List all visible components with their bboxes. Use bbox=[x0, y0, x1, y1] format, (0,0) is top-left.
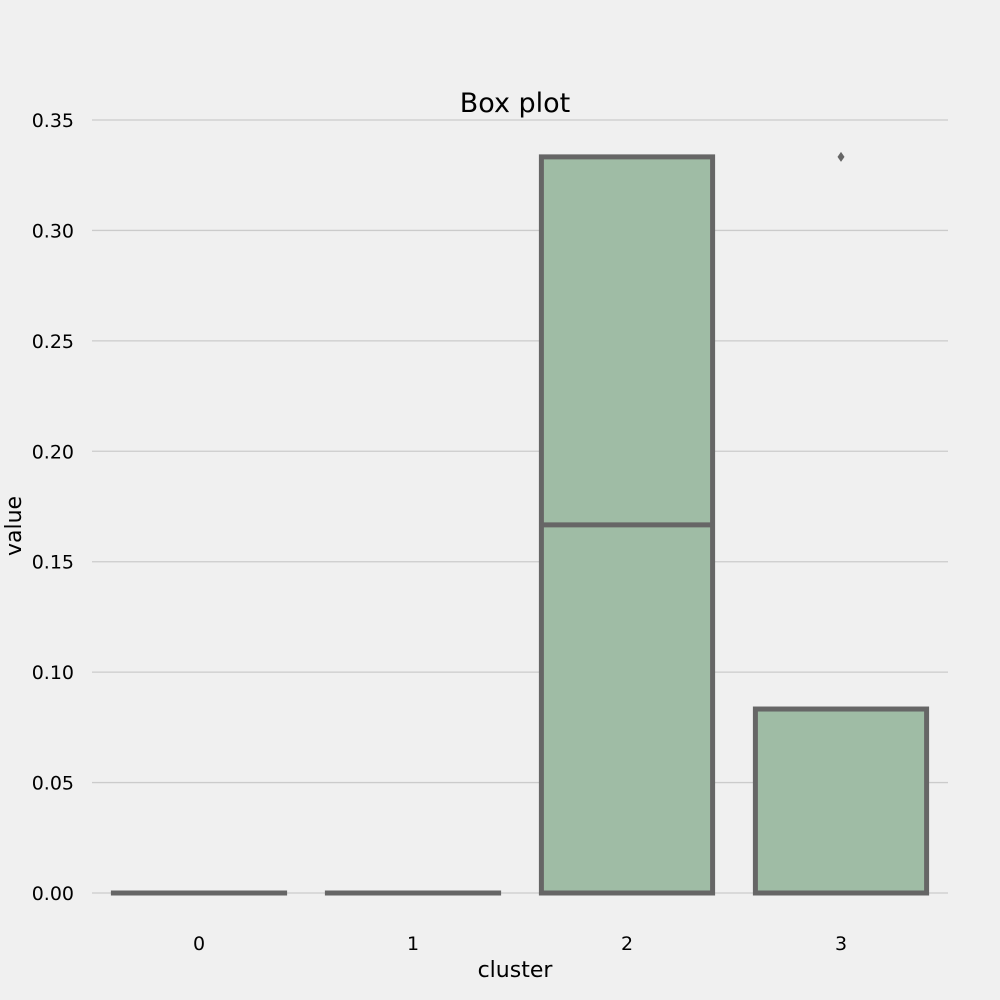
box-series bbox=[110, 151, 930, 896]
x-axis-label: cluster bbox=[478, 958, 554, 983]
y-tick-label: 0.30 bbox=[32, 220, 74, 242]
y-tick-label: 0.15 bbox=[32, 552, 74, 574]
outlier-point bbox=[837, 151, 845, 162]
y-tick-labels: 0.00 0.05 0.10 0.15 0.20 0.25 0.30 0.35 bbox=[32, 110, 74, 905]
grid-lines bbox=[92, 119, 948, 894]
x-tick-label: 3 bbox=[835, 933, 847, 955]
chart-title: Box plot bbox=[460, 88, 571, 119]
x-tick-labels: 0 1 2 3 bbox=[193, 933, 847, 955]
y-tick-label: 0.35 bbox=[32, 110, 74, 132]
y-tick-label: 0.10 bbox=[32, 662, 74, 684]
y-tick-label: 0.05 bbox=[32, 773, 74, 795]
y-axis-label: value bbox=[2, 496, 27, 556]
y-tick-label: 0.20 bbox=[32, 441, 74, 463]
x-tick-label: 1 bbox=[407, 933, 419, 955]
y-tick-label: 0.00 bbox=[32, 883, 74, 905]
y-tick-label: 0.25 bbox=[32, 331, 74, 353]
box bbox=[752, 706, 930, 896]
x-tick-label: 0 bbox=[193, 933, 205, 955]
x-tick-label: 2 bbox=[621, 933, 633, 955]
